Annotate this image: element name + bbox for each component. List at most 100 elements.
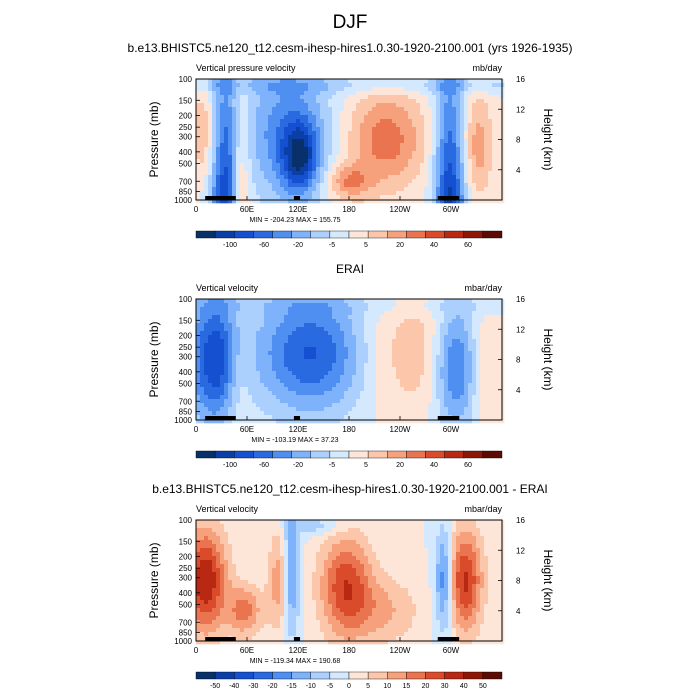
contour-cell — [276, 147, 281, 152]
contour-cell — [428, 383, 433, 388]
y-tick-label: 150 — [179, 316, 193, 325]
contour-cell — [388, 411, 393, 416]
contour-cell — [364, 343, 369, 348]
contour-cell — [296, 115, 301, 120]
contour-cell — [416, 311, 421, 316]
contour-cell — [312, 331, 317, 336]
contour-cell — [484, 195, 489, 200]
contour-cell — [412, 143, 417, 148]
contour-cell — [280, 95, 285, 100]
contour-cell — [380, 319, 385, 324]
contour-cell — [436, 143, 441, 148]
contour-cell — [272, 343, 277, 348]
contour-cell — [444, 363, 449, 368]
contour-cell — [196, 147, 201, 152]
contour-cell — [296, 135, 301, 140]
contour-cell — [224, 91, 229, 96]
contour-cell — [404, 179, 409, 184]
contour-cell — [288, 415, 293, 420]
contour-cell — [480, 327, 485, 332]
contour-cell — [220, 419, 225, 424]
contour-cell — [412, 327, 417, 332]
contour-cell — [416, 167, 421, 172]
contour-cell — [476, 115, 481, 120]
contour-cell — [300, 351, 305, 356]
contour-cell — [336, 183, 341, 188]
contour-cell — [464, 147, 469, 152]
contour-cell — [420, 143, 425, 148]
contour-cell — [384, 419, 389, 424]
contour-cell — [272, 371, 277, 376]
contour-cell — [212, 299, 217, 304]
contour-cell — [300, 167, 305, 172]
contour-cell — [308, 520, 313, 525]
contour-cell — [408, 167, 413, 172]
contour-cell — [244, 391, 249, 396]
contour-cell — [484, 359, 489, 364]
contour-cell — [228, 83, 233, 88]
contour-cell — [328, 307, 333, 312]
contour-cell — [368, 319, 373, 324]
contour-cell — [308, 103, 313, 108]
contour-cell — [208, 83, 213, 88]
contour-cell — [444, 163, 449, 168]
contour-cell — [400, 520, 405, 525]
contour-cell — [336, 171, 341, 176]
contour-cell — [312, 407, 317, 412]
contour-cell — [200, 187, 205, 192]
contour-cell — [240, 315, 245, 320]
contour-cell — [488, 335, 493, 340]
contour-cell — [456, 331, 461, 336]
contour-cell — [316, 407, 321, 412]
contour-cell — [488, 399, 493, 404]
contour-cell — [384, 199, 389, 204]
contour-cell — [268, 123, 273, 128]
contour-cell — [356, 319, 361, 324]
contour-cell — [300, 403, 305, 408]
contour-cell — [428, 95, 433, 100]
contour-cell — [340, 199, 345, 204]
contour-cell — [440, 299, 445, 304]
contour-cell — [460, 307, 465, 312]
contour-cell — [292, 171, 297, 176]
contour-cell — [464, 155, 469, 160]
contour-cell — [236, 351, 241, 356]
contour-cell — [484, 395, 489, 400]
contour-cell — [340, 135, 345, 140]
contour-cell — [244, 327, 249, 332]
contour-cell — [324, 411, 329, 416]
colorbar-swatch — [253, 450, 273, 459]
contour-cell — [220, 307, 225, 312]
contour-cell — [220, 351, 225, 356]
contour-cell — [488, 111, 493, 116]
contour-cell — [208, 411, 213, 416]
contour-cell — [228, 135, 233, 140]
contour-cell — [432, 199, 437, 204]
contour-cell — [228, 91, 233, 96]
contour-cell — [312, 135, 317, 140]
contour-cell — [472, 419, 477, 424]
contour-cell — [228, 367, 233, 372]
contour-cell — [400, 303, 405, 308]
contour-cell — [372, 99, 377, 104]
contour-cell — [388, 175, 393, 180]
contour-cell — [272, 327, 277, 332]
contour-cell — [424, 151, 429, 156]
contour-cell — [244, 195, 249, 200]
contour-cell — [260, 171, 265, 176]
contour-cell — [288, 123, 293, 128]
contour-cell — [236, 407, 241, 412]
contour-cell — [452, 363, 457, 368]
contour-cell — [340, 315, 345, 320]
contour-cell — [372, 383, 377, 388]
contour-cell — [340, 155, 345, 160]
contour-cell — [364, 303, 369, 308]
contour-cell — [416, 399, 421, 404]
contour-cell — [404, 135, 409, 140]
y2-tick-label: 4 — [516, 166, 521, 175]
contour-cell — [280, 139, 285, 144]
contour-cell — [288, 83, 293, 88]
contour-cell — [476, 107, 481, 112]
contour-cell — [336, 415, 341, 420]
contour-cell — [316, 199, 321, 204]
